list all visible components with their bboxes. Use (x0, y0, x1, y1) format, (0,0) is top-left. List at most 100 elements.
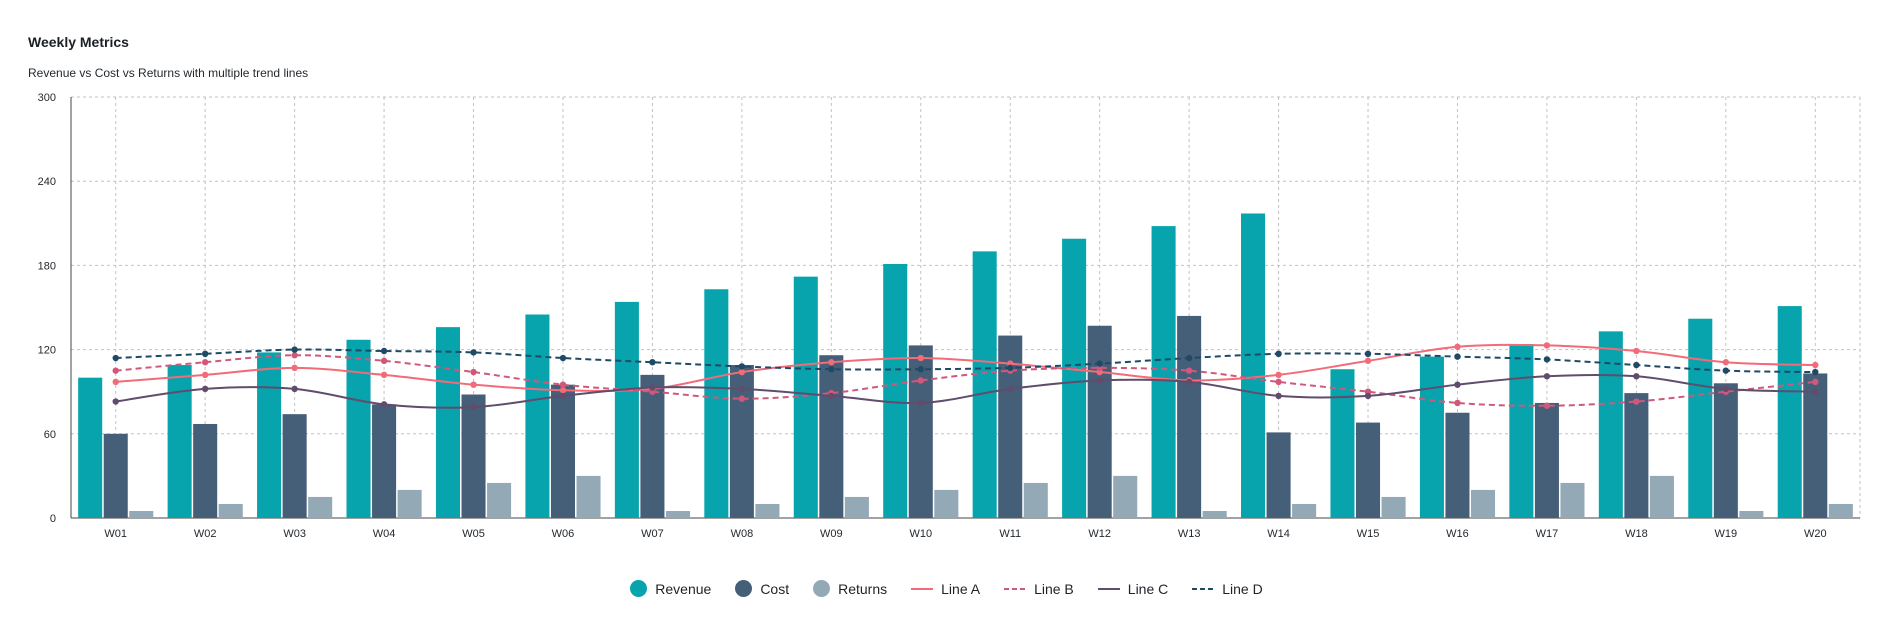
x-tick-label: W14 (1267, 528, 1290, 540)
bar-revenue (1151, 226, 1176, 518)
point-line-c (1543, 373, 1551, 380)
bar-revenue (1062, 238, 1087, 518)
point-line-d (112, 354, 119, 362)
bar-cost (1624, 393, 1649, 518)
bar-cost (1087, 325, 1112, 518)
y-tick-label: 0 (50, 513, 56, 525)
point-line-d (1096, 360, 1103, 367)
x-tick-label: W10 (909, 528, 932, 540)
point-line-d (1364, 350, 1372, 358)
legend-swatch (1097, 587, 1120, 590)
legend-label: Line A (941, 580, 981, 597)
x-tick-label: W17 (1536, 528, 1559, 540)
bar-returns (1739, 510, 1764, 518)
point-line-c (470, 403, 477, 411)
legend-item-revenue[interactable]: Revenue (630, 580, 711, 597)
bar-cost (103, 433, 128, 518)
x-tick-label: W03 (283, 528, 306, 540)
legend-item-line-c[interactable]: Line C (1097, 580, 1169, 597)
series-line-line-d (115, 348, 1816, 374)
legend-label: Line B (1034, 580, 1074, 597)
bar-revenue (1419, 356, 1444, 518)
bar-cost (193, 423, 218, 518)
point-line-a (559, 387, 567, 394)
point-line-a (828, 359, 835, 366)
bar-cost (1445, 412, 1470, 518)
bar-revenue (1688, 318, 1713, 518)
bar-returns (218, 503, 243, 518)
point-line-d (1185, 354, 1193, 362)
point-line-d (1007, 364, 1014, 372)
point-line-d (201, 350, 209, 358)
point-line-c (828, 392, 835, 400)
point-line-c (1633, 373, 1640, 380)
point-line-d (1275, 350, 1282, 358)
point-line-a (1722, 359, 1730, 366)
legend-label: Line C (1127, 580, 1169, 597)
point-line-b (470, 368, 477, 376)
point-line-b (380, 357, 388, 365)
bar-revenue (1598, 331, 1623, 518)
legend-item-line-d[interactable]: Line D (1192, 580, 1263, 597)
point-line-c (1364, 392, 1372, 400)
chart-legend: Revenue Cost Returns Line A Line B Line C Line… (0, 580, 1893, 597)
x-tick-label: W13 (1178, 528, 1201, 540)
point-line-c (917, 399, 924, 407)
point-line-b (201, 359, 209, 366)
point-line-b (1275, 378, 1282, 386)
bar-returns (1381, 496, 1406, 518)
point-line-d (559, 354, 567, 362)
bar-returns (1202, 510, 1227, 518)
bar-cost (372, 404, 397, 518)
point-line-a (738, 368, 746, 376)
bar-revenue (78, 377, 103, 518)
x-tick-label: W08 (731, 528, 754, 540)
point-line-b (559, 381, 567, 388)
bar-returns (934, 489, 959, 518)
x-tick-label: W16 (1446, 528, 1469, 540)
point-line-d (1812, 368, 1819, 376)
point-line-d (828, 366, 835, 373)
y-tick-label: 60 (44, 429, 56, 441)
point-line-a (470, 381, 477, 388)
bar-returns (576, 475, 601, 518)
bar-cost (1266, 432, 1291, 518)
legend-item-line-b[interactable]: Line B (1004, 580, 1074, 597)
y-tick-label: 240 (38, 176, 56, 188)
x-tick-label: W07 (641, 528, 664, 540)
point-line-b (1185, 367, 1193, 374)
point-line-a (1364, 357, 1372, 365)
legend-swatch (1004, 587, 1027, 590)
x-tick-label: W20 (1804, 528, 1827, 540)
point-line-c (1722, 385, 1730, 393)
chart-subtitle: Revenue vs Cost vs Returns with multiple… (28, 66, 309, 80)
bar-revenue (704, 289, 729, 518)
bar-revenue (793, 276, 818, 518)
point-line-d (470, 349, 477, 356)
bar-revenue (435, 327, 461, 518)
point-line-c (649, 384, 656, 391)
bar-returns (1560, 482, 1585, 518)
bar-revenue (614, 301, 639, 518)
point-line-c (1185, 378, 1193, 386)
point-line-d (1454, 353, 1461, 360)
legend-item-line-a[interactable]: Line A (911, 580, 980, 597)
point-line-c (1096, 377, 1103, 384)
legend-swatch (911, 587, 934, 590)
point-line-c (380, 401, 388, 408)
point-line-c (1812, 388, 1819, 395)
point-line-d (738, 363, 746, 370)
x-tick-label: W11 (999, 528, 1021, 540)
bar-revenue (972, 251, 997, 518)
legend-item-cost[interactable]: Cost (735, 580, 789, 597)
legend-label: Cost (760, 580, 790, 597)
point-line-d (1722, 367, 1730, 374)
bar-revenue (883, 263, 908, 518)
point-line-c (1007, 385, 1014, 393)
bar-cost (640, 374, 665, 518)
point-line-d (649, 359, 656, 366)
bar-cost (550, 384, 575, 518)
bar-cost (1713, 383, 1738, 518)
legend-item-returns[interactable]: Returns (813, 580, 887, 597)
point-line-c (112, 398, 119, 405)
